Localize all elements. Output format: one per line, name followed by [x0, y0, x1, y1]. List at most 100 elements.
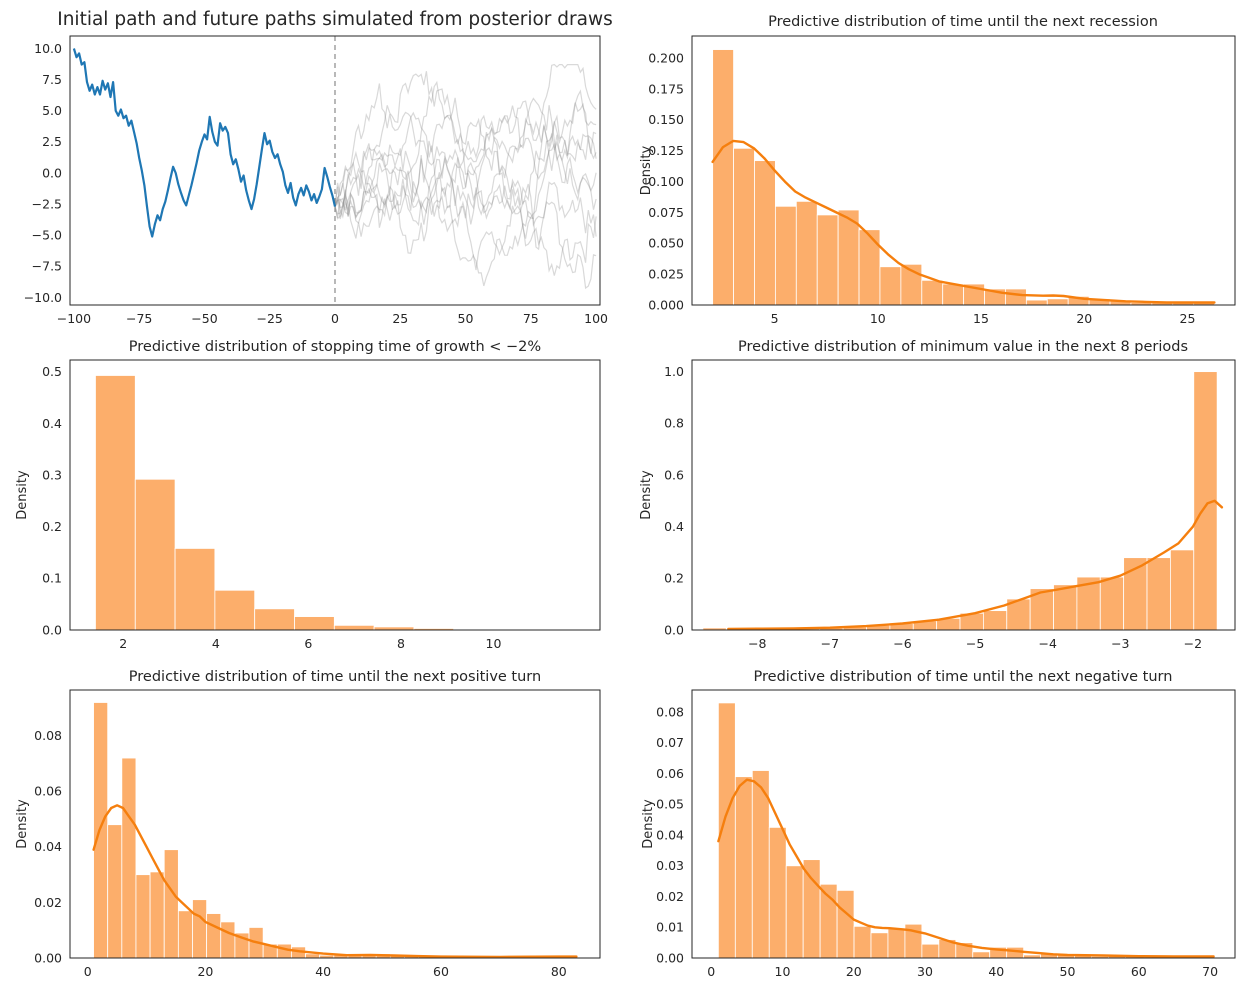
hist-bar — [802, 859, 821, 959]
y-tick-label: 0.05 — [656, 797, 684, 812]
x-tick-label: −100 — [57, 311, 91, 326]
y-axis-label-minimum-value: Density — [639, 470, 654, 520]
hist-bar — [107, 824, 123, 959]
axes-border — [69, 689, 601, 959]
hist-bar — [921, 279, 944, 306]
y-tick-label: 0.06 — [656, 766, 684, 781]
x-tick-label: −5 — [966, 636, 984, 651]
future-path-line — [334, 97, 597, 237]
x-tick-label: −3 — [1111, 636, 1129, 651]
future-path-line — [334, 133, 597, 227]
x-tick-label: 10 — [870, 311, 886, 326]
x-tick-label: 80 — [551, 964, 567, 979]
hist-bar — [982, 610, 1008, 631]
hist-bar — [95, 375, 136, 631]
y-tick-label: 0.100 — [648, 174, 684, 189]
x-tick-label: −2 — [1184, 636, 1202, 651]
x-tick-label: 20 — [1076, 311, 1092, 326]
initial-path-line — [72, 48, 337, 238]
hist-bar — [305, 953, 321, 959]
y-tick-label: 0.01 — [656, 920, 684, 935]
subplot-title-stopping-time: Predictive distribution of stopping time… — [129, 339, 541, 355]
hist-bar — [333, 624, 375, 631]
y-tick-label: 0.025 — [648, 267, 684, 282]
x-tick-labels: 0 10 20 30 40 50 60 70 — [707, 964, 1218, 979]
x-tick-label: 15 — [973, 311, 989, 326]
y-tick-label: 0.02 — [656, 889, 684, 904]
y-tick-label: 0.0 — [42, 622, 62, 637]
axes-border — [69, 35, 601, 306]
kde-curve — [717, 778, 1215, 958]
hist-bar — [921, 943, 940, 959]
y-tick-label: 0.07 — [656, 735, 684, 750]
x-tick-labels: 5 10 15 20 25 — [771, 311, 1196, 326]
hist-bar — [1053, 584, 1078, 631]
subplot-title-recession: Predictive distribution of time until th… — [768, 14, 1158, 30]
subplot-minimum-value-next-8-periods: −8 −7 −6 −5 −4 −3 −2 0.0 0.2 0.4 0.6 0.8 1.0 — [664, 359, 1236, 651]
y-tick-labels: 0.00 0.02 0.04 0.06 0.08 — [34, 728, 62, 965]
hist-bar — [942, 283, 965, 306]
hist-bar — [1046, 298, 1069, 306]
histogram-bars — [93, 702, 575, 959]
future-paths — [334, 63, 597, 290]
subplot-title-positive-turn: Predictive distribution of time until th… — [129, 669, 541, 685]
y-tick-label: 2.5 — [42, 134, 62, 149]
hist-bar — [206, 913, 222, 959]
y-tick-label: 5.0 — [42, 103, 62, 118]
subplot-stopping-time-of-growth: 2 4 6 8 10 0.0 0.1 0.2 0.3 0.4 0.5 — [42, 359, 601, 651]
hist-bar — [192, 899, 208, 959]
subplot-time-until-next-positive-turn: 0 20 40 60 80 0.00 0.02 0.04 0.06 0.08 — [34, 689, 601, 979]
hist-bar — [214, 589, 256, 631]
x-tick-label: 0 — [84, 964, 92, 979]
y-axis-label-stopping-time: Density — [15, 470, 30, 520]
future-path-line — [334, 102, 597, 271]
y-tick-label: 0.125 — [648, 143, 684, 158]
x-tick-label: 8 — [397, 636, 405, 651]
x-tick-label: 40 — [315, 964, 331, 979]
hist-bar — [174, 548, 216, 631]
axes-border — [691, 359, 1236, 631]
hist-bar — [121, 757, 137, 959]
x-tick-label: 0 — [707, 964, 715, 979]
x-tick-label: 25 — [392, 311, 408, 326]
hist-bar — [712, 49, 734, 306]
hist-bar — [220, 921, 236, 959]
x-tick-label: 75 — [523, 311, 539, 326]
hist-bar — [149, 871, 165, 959]
future-path-line — [334, 89, 597, 225]
x-tick-label: −50 — [191, 311, 217, 326]
y-tick-label: 0.075 — [648, 205, 684, 220]
y-tick-label: 0.4 — [664, 519, 684, 534]
y-tick-label: 7.5 — [42, 72, 62, 87]
histogram-bars — [95, 375, 574, 631]
hist-bar — [870, 932, 889, 959]
hist-bar — [858, 229, 881, 306]
y-tick-label: 0.200 — [648, 51, 684, 66]
hist-bar — [1169, 549, 1195, 631]
histogram-bars — [702, 371, 1218, 631]
y-tick-label: 0.2 — [42, 519, 62, 534]
y-tick-labels: 0.000 0.025 0.050 0.075 0.100 0.125 0.150 0.175… — [648, 51, 684, 313]
x-tick-label: 20 — [846, 964, 862, 979]
y-tick-label: 0.06 — [34, 784, 62, 799]
y-tick-label: 0.03 — [656, 858, 684, 873]
hist-bar — [795, 200, 818, 306]
hist-bar — [879, 266, 902, 306]
x-tick-label: 10 — [486, 636, 502, 651]
y-tick-label: 0.08 — [34, 728, 62, 743]
hist-bar — [972, 951, 991, 959]
y-tick-label: 0.4 — [42, 416, 62, 431]
x-tick-label: 0 — [331, 311, 339, 326]
x-tick-label: 40 — [988, 964, 1004, 979]
y-tick-label: 0.08 — [656, 704, 684, 719]
hist-bar — [733, 147, 755, 306]
future-path-line — [334, 71, 597, 217]
x-tick-label: −75 — [126, 311, 152, 326]
kde-curve — [92, 804, 578, 959]
y-tick-label: 0.04 — [656, 827, 684, 842]
histogram-bars — [717, 702, 1211, 959]
subplot-initial-and-future-paths: −100 −75 −50 −25 0 25 50 75 100 −10.0 −7.5 −5.0 −2.5… — [24, 35, 608, 326]
x-tick-label: 60 — [1131, 964, 1147, 979]
hist-bar — [294, 616, 335, 631]
